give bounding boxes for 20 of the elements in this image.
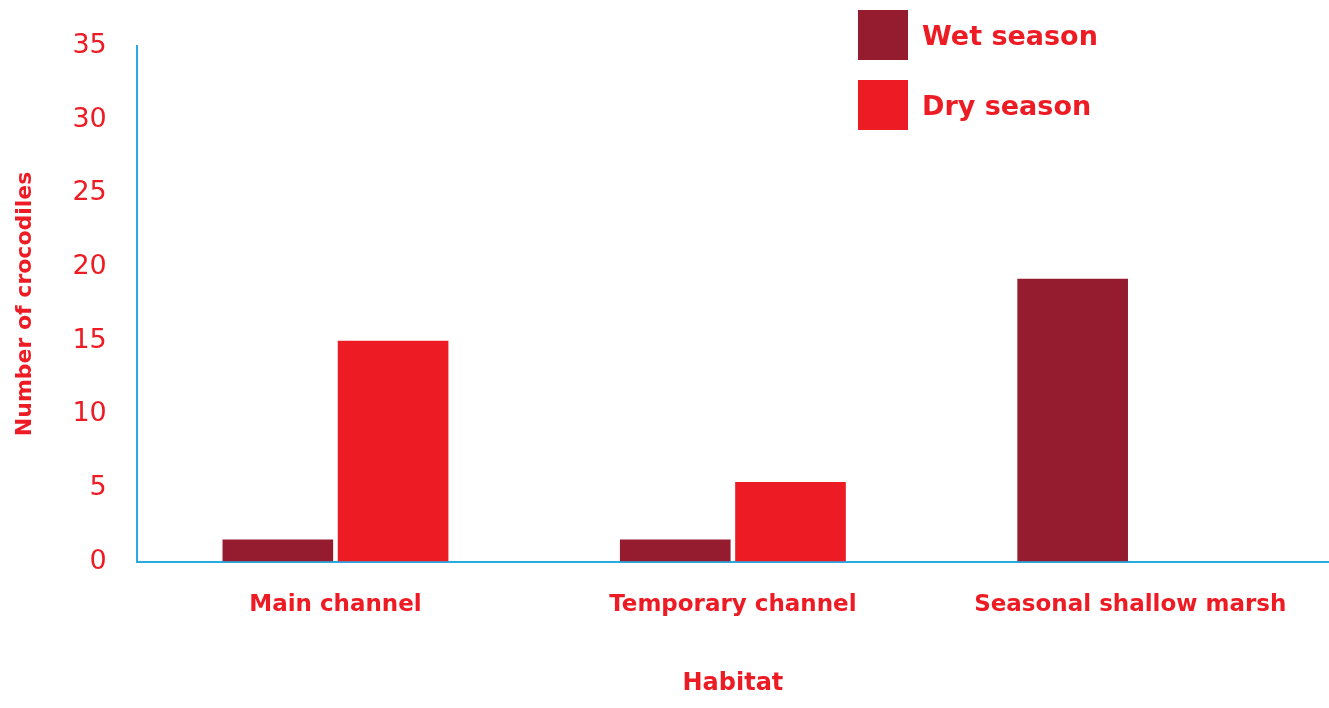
y-tick-label: 0 (89, 543, 107, 575)
y-tick-label: 30 (72, 101, 107, 133)
y-tick-label: 20 (72, 249, 107, 281)
y-tick-label: 15 (72, 322, 107, 354)
y-tick-label: 10 (72, 396, 107, 428)
bar (1017, 278, 1128, 562)
legend-label: Dry season (922, 89, 1092, 121)
y-axis-title: Number of crocodiles (10, 171, 36, 437)
y-tick-label: 5 (89, 469, 107, 501)
x-tick-label: Main channel (249, 590, 422, 617)
bar (337, 340, 449, 562)
x-tick-label: Temporary channel (609, 590, 857, 617)
bar (222, 539, 334, 562)
y-tick-label: 25 (72, 175, 107, 207)
legend-label: Wet season (922, 19, 1098, 51)
y-tick-label: 35 (72, 28, 107, 60)
x-tick-label: Seasonal shallow marsh (974, 590, 1287, 617)
bar (619, 539, 731, 562)
bar (735, 482, 846, 562)
x-axis-title: Habitat (682, 667, 784, 696)
